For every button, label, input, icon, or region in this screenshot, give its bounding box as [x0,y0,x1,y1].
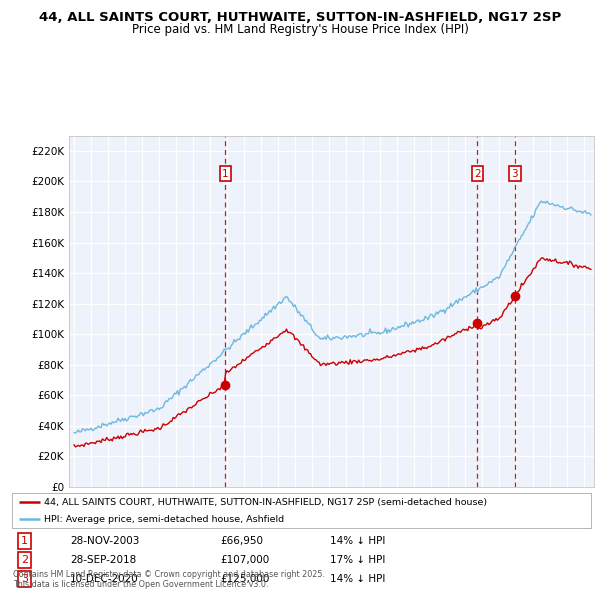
Text: 14% ↓ HPI: 14% ↓ HPI [331,536,386,546]
Text: 44, ALL SAINTS COURT, HUTHWAITE, SUTTON-IN-ASHFIELD, NG17 2SP: 44, ALL SAINTS COURT, HUTHWAITE, SUTTON-… [39,11,561,24]
Text: 44, ALL SAINTS COURT, HUTHWAITE, SUTTON-IN-ASHFIELD, NG17 2SP (semi-detached hou: 44, ALL SAINTS COURT, HUTHWAITE, SUTTON-… [44,498,487,507]
Text: 1: 1 [222,169,229,179]
Text: HPI: Average price, semi-detached house, Ashfield: HPI: Average price, semi-detached house,… [44,514,284,524]
Text: 17% ↓ HPI: 17% ↓ HPI [331,555,386,565]
Text: Price paid vs. HM Land Registry's House Price Index (HPI): Price paid vs. HM Land Registry's House … [131,23,469,36]
Text: 2: 2 [474,169,481,179]
Text: 28-SEP-2018: 28-SEP-2018 [70,555,136,565]
Text: £125,000: £125,000 [220,574,270,584]
Text: £66,950: £66,950 [220,536,263,546]
Text: 1: 1 [21,536,28,546]
Text: 28-NOV-2003: 28-NOV-2003 [70,536,139,546]
Text: £107,000: £107,000 [220,555,269,565]
Text: 10-DEC-2020: 10-DEC-2020 [70,574,139,584]
Text: 3: 3 [512,169,518,179]
Text: 2: 2 [21,555,28,565]
Text: 3: 3 [21,574,28,584]
Text: Contains HM Land Registry data © Crown copyright and database right 2025.
This d: Contains HM Land Registry data © Crown c… [13,570,325,589]
Text: 14% ↓ HPI: 14% ↓ HPI [331,574,386,584]
